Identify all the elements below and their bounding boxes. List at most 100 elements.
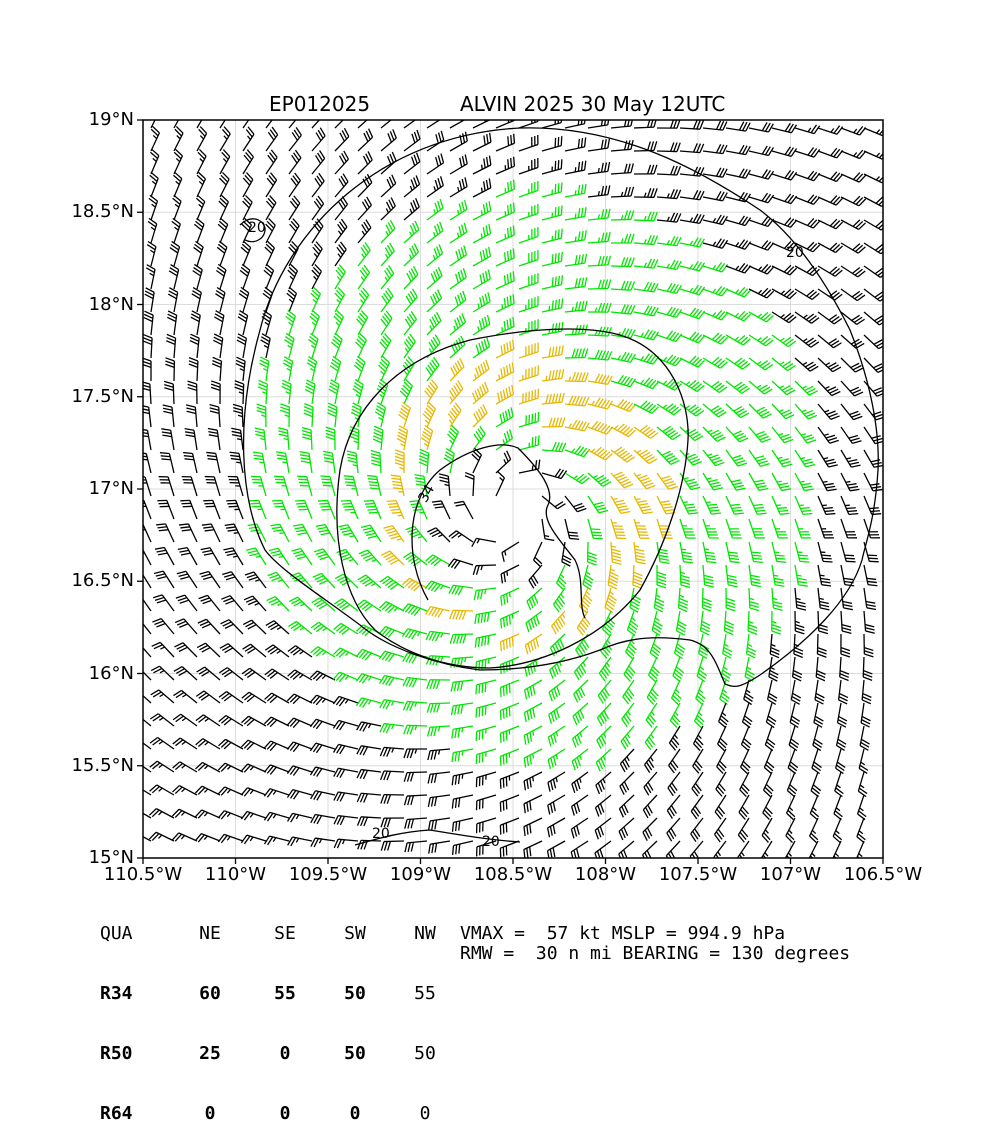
wind-barb — [548, 772, 565, 792]
lat-label: 17°N — [4, 478, 134, 499]
wind-barb — [766, 703, 776, 728]
wind-barb — [719, 703, 729, 728]
wind-barb — [426, 631, 450, 641]
wind-barb — [772, 565, 784, 586]
wind-barb — [548, 841, 565, 860]
wind-barb — [375, 403, 385, 427]
wind-barb — [643, 841, 657, 863]
wind-barb — [153, 595, 174, 611]
wind-barb — [703, 450, 724, 466]
wind-barb — [141, 382, 151, 404]
wind-barb — [380, 576, 404, 589]
wind-barb — [450, 109, 467, 128]
wind-barb — [220, 127, 230, 151]
wind-barb — [427, 154, 444, 174]
wind-barb — [453, 841, 473, 855]
wind-barb — [550, 657, 565, 679]
wind-barb — [156, 524, 174, 542]
wind-barb — [287, 694, 312, 704]
wind-barb — [310, 310, 320, 335]
wind-barb — [173, 738, 197, 749]
wind-barb — [818, 450, 838, 467]
wind-barb — [496, 180, 514, 197]
wind-barb — [726, 450, 747, 466]
wind-barb — [151, 126, 159, 151]
wind-barb — [405, 795, 427, 805]
wind-barb — [657, 307, 682, 317]
wind-barb — [680, 238, 704, 248]
wind-barb — [542, 345, 563, 358]
wind-barb — [726, 311, 751, 321]
wind-barb — [450, 358, 464, 381]
wind-barb — [762, 818, 772, 842]
wind-barb — [611, 496, 630, 513]
wind-barb — [611, 117, 633, 128]
wind-barb — [358, 106, 373, 128]
wind-barb — [571, 818, 588, 838]
wind-barb — [697, 657, 707, 682]
wind-barb — [473, 404, 487, 427]
wind-barb — [300, 452, 312, 473]
wind-barb — [726, 496, 744, 514]
wind-barb — [669, 726, 680, 750]
wind-barb — [691, 795, 703, 819]
wind-barb — [202, 524, 220, 542]
wind-barb — [690, 841, 703, 864]
wind-barb — [611, 375, 636, 386]
wind-barb — [380, 747, 404, 756]
wind-barb — [772, 588, 783, 610]
wind-barb — [373, 426, 383, 450]
wind-barb — [795, 195, 820, 205]
wind-barb — [335, 128, 349, 151]
wind-barb — [619, 795, 634, 817]
wind-barb — [864, 243, 888, 254]
wind-barb — [611, 281, 635, 290]
wind-barb — [264, 812, 289, 821]
wind-barb — [297, 476, 312, 496]
wind-barb — [542, 322, 563, 335]
wind-barb — [329, 380, 339, 404]
wind-barb — [496, 471, 504, 496]
wind-barb — [863, 657, 872, 680]
wind-barb — [595, 818, 611, 839]
wind-barb — [197, 127, 207, 151]
wind-barb — [703, 519, 719, 538]
wind-barb — [287, 718, 312, 728]
wind-barb — [450, 336, 465, 358]
wind-barb — [588, 279, 611, 289]
wind-barb — [450, 155, 467, 174]
wind-barb — [272, 500, 289, 519]
wind-barb — [154, 571, 174, 588]
wind-barb — [856, 841, 864, 866]
wind-barb — [534, 542, 542, 567]
wind-barb — [288, 646, 312, 657]
wind-barb — [189, 358, 198, 381]
wind-barb — [307, 357, 317, 381]
wind-barb — [645, 749, 657, 773]
wind-barb — [818, 172, 843, 182]
wind-barb — [190, 334, 199, 358]
wind-barb — [657, 260, 681, 269]
wind-barb — [573, 726, 588, 748]
wind-barb — [611, 257, 634, 266]
wind-barb — [788, 749, 798, 774]
wind-barb — [864, 312, 887, 325]
wind-barb — [502, 542, 519, 562]
wind-barb — [334, 744, 358, 754]
wind-barb — [218, 787, 243, 795]
wind-barb — [810, 795, 818, 820]
wind-barb — [404, 244, 418, 266]
wind-barb — [654, 588, 664, 612]
wind-barb — [835, 772, 844, 797]
wind-barb — [404, 289, 417, 312]
stats-vmax-mslp: VMAX = 57 kt MSLP = 994.9 hPa — [460, 924, 785, 944]
wind-barb — [448, 559, 473, 569]
lat-label: 16.5°N — [4, 570, 134, 591]
contour-label-20-nw: 20 — [248, 220, 266, 236]
wind-barb — [738, 818, 749, 842]
wind-barb — [793, 657, 802, 681]
wind-barb — [500, 841, 519, 858]
wind-barb — [740, 772, 750, 797]
wind-barb — [264, 264, 274, 289]
wind-barb — [170, 241, 180, 266]
